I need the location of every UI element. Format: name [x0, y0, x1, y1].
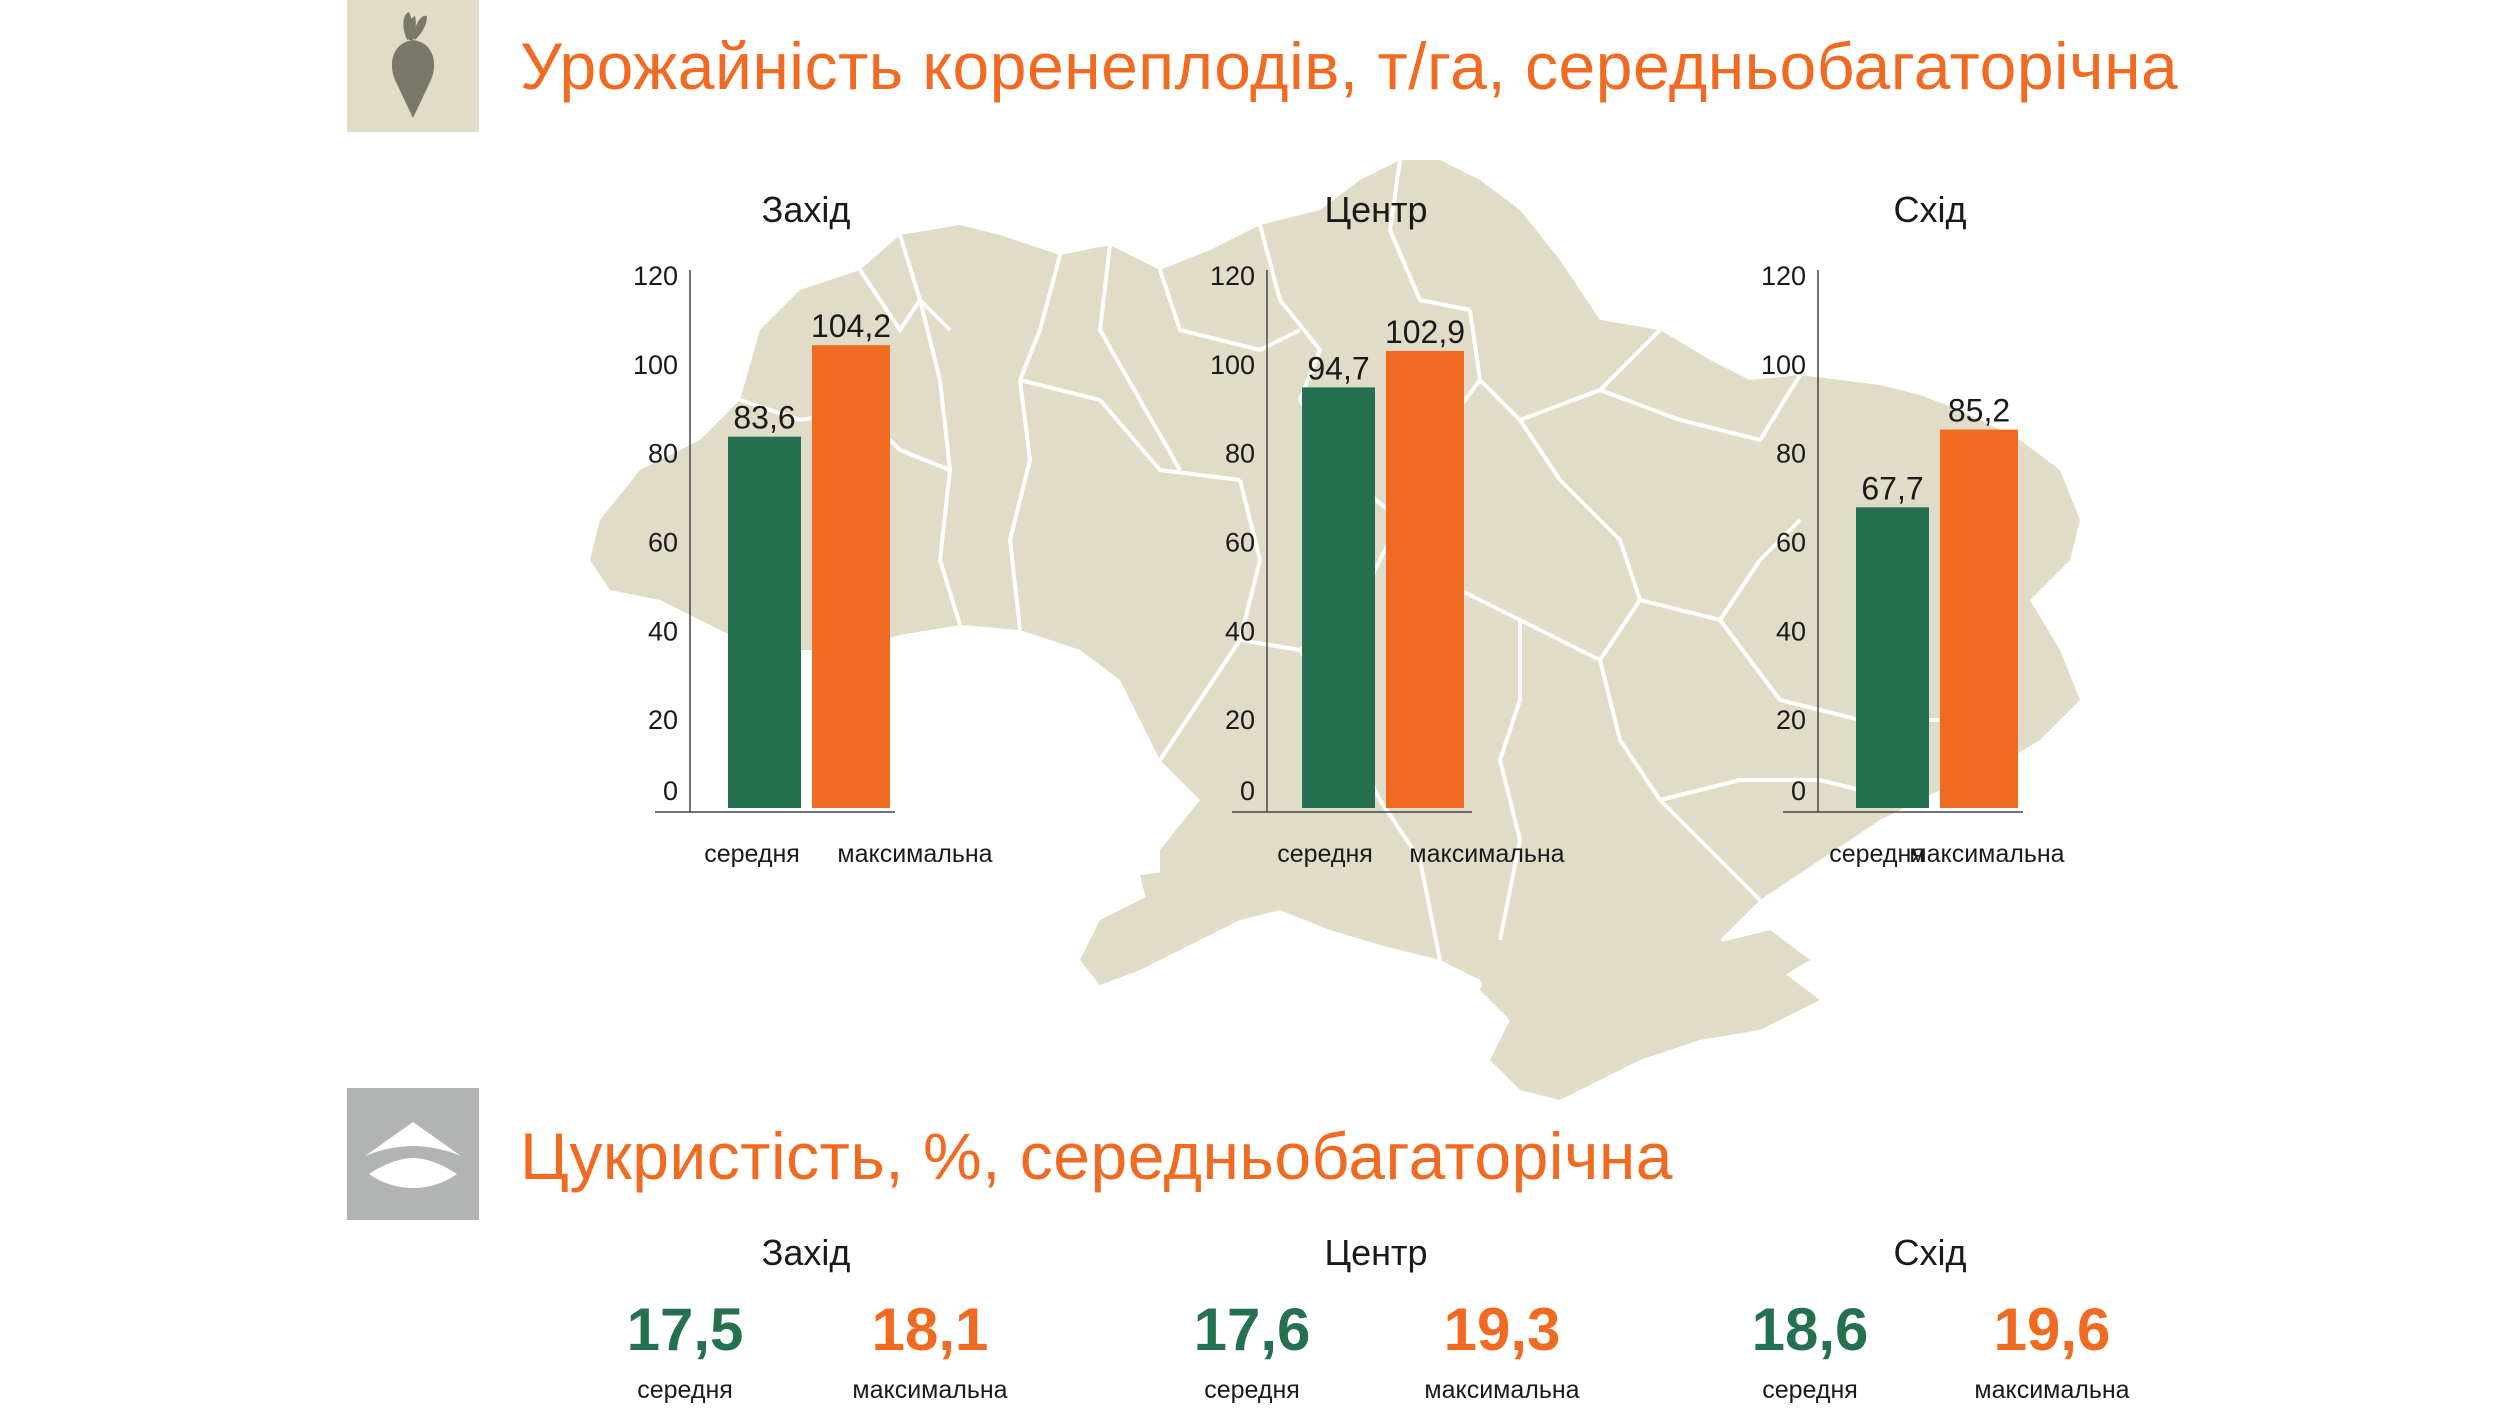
sugar-section-title: Цукристість, %, середньобагаторічна: [520, 1119, 1674, 1193]
sugar-east-avg-value: 18,6: [1751, 1296, 1869, 1363]
sugar-center-avg-label: середня: [1204, 1376, 1300, 1404]
sugar-west-avg-value: 17,5: [626, 1296, 744, 1363]
bar-west-avg: [728, 436, 801, 808]
bar-center-max: [1386, 350, 1464, 808]
sugar-east-avg: 18,6 середня: [1752, 1300, 1869, 1405]
category-label-west-avg: середня: [704, 840, 800, 868]
y-tick-label-west: 120: [633, 261, 678, 291]
y-tick-label-east: 0: [1791, 776, 1806, 806]
sugar-region-east: Схід: [1893, 1232, 1967, 1273]
bar-east-max: [1940, 429, 2018, 808]
y-tick-label-west: 20: [648, 705, 678, 735]
sugar-beet-icon-box: [347, 0, 479, 132]
data-label-center-avg: 94,7: [1307, 350, 1369, 386]
y-tick-label-center: 0: [1240, 776, 1255, 806]
sugar-region-center: Центр: [1324, 1232, 1428, 1273]
map-region-borders: [739, 159, 1960, 961]
bar-east-avg: [1856, 507, 1929, 808]
sugar-west-avg: 17,5 середня: [627, 1300, 744, 1405]
y-tick-label-center: 120: [1210, 261, 1255, 291]
chart-title-west: Захід: [762, 189, 851, 230]
sugar-center-avg-value: 17,6: [1193, 1296, 1311, 1363]
sugar-west-avg-label: середня: [637, 1376, 733, 1404]
sugar-east-max: 19,6 максимальна: [1974, 1300, 2129, 1405]
y-tick-label-east: 60: [1776, 528, 1806, 558]
y-tick-label-east: 80: [1776, 439, 1806, 469]
chart-title-east: Схід: [1893, 189, 1966, 230]
bar-west-max: [812, 345, 890, 808]
sugar-east-avg-label: середня: [1762, 1376, 1858, 1404]
sugar-west-max-value: 18,1: [871, 1296, 989, 1363]
sugar-west-max-label: максимальна: [852, 1376, 1008, 1404]
y-tick-label-center: 20: [1225, 705, 1255, 735]
yield-section-title: Урожайність коренеплодів, т/га, середньо…: [520, 29, 2179, 103]
data-label-west-max: 104,2: [811, 308, 891, 344]
sugar-region-west: Захід: [761, 1232, 851, 1273]
data-label-east-avg: 67,7: [1861, 470, 1923, 506]
category-label-east-avg: середня: [1829, 840, 1925, 868]
y-tick-label-center: 60: [1225, 528, 1255, 558]
sugar-east-max-value: 19,6: [1993, 1296, 2111, 1363]
y-tick-label-east: 100: [1761, 350, 1806, 380]
y-tick-label-center: 80: [1225, 439, 1255, 469]
sugar-pile-icon: [347, 1088, 479, 1220]
y-tick-label-east: 20: [1776, 705, 1806, 735]
data-label-east-max: 85,2: [1948, 393, 2010, 429]
sugar-center-avg: 17,6 середня: [1194, 1300, 1311, 1405]
data-label-center-max: 102,9: [1385, 314, 1465, 350]
category-label-east-max: максимальна: [1909, 840, 2064, 868]
y-tick-label-west: 100: [633, 350, 678, 380]
sugar-west-max: 18,1 максимальна: [852, 1300, 1007, 1405]
y-tick-label-east: 40: [1776, 616, 1806, 646]
y-tick-label-west: 80: [648, 439, 678, 469]
category-label-west-max: максимальна: [837, 840, 992, 868]
sugar-center-max-label: максимальна: [1424, 1376, 1580, 1404]
y-tick-label-center: 40: [1225, 616, 1255, 646]
y-tick-label-west: 0: [663, 776, 678, 806]
chart-title-center: Центр: [1324, 189, 1427, 230]
sugar-center-max-value: 19,3: [1443, 1296, 1561, 1363]
sugar-east-max-label: максимальна: [1974, 1376, 2130, 1404]
sugar-pile-icon-box: [347, 1088, 479, 1220]
y-tick-label-east: 120: [1761, 261, 1806, 291]
sugar-beet-icon: [347, 0, 479, 132]
y-tick-label-west: 40: [648, 616, 678, 646]
y-tick-label-center: 100: [1210, 350, 1255, 380]
bar-center-avg: [1302, 387, 1375, 808]
category-label-center-max: максимальна: [1409, 840, 1564, 868]
sugar-center-max: 19,3 максимальна: [1424, 1300, 1579, 1405]
data-label-west-avg: 83,6: [733, 400, 795, 436]
y-tick-label-west: 60: [648, 528, 678, 558]
category-label-center-avg: середня: [1277, 840, 1373, 868]
